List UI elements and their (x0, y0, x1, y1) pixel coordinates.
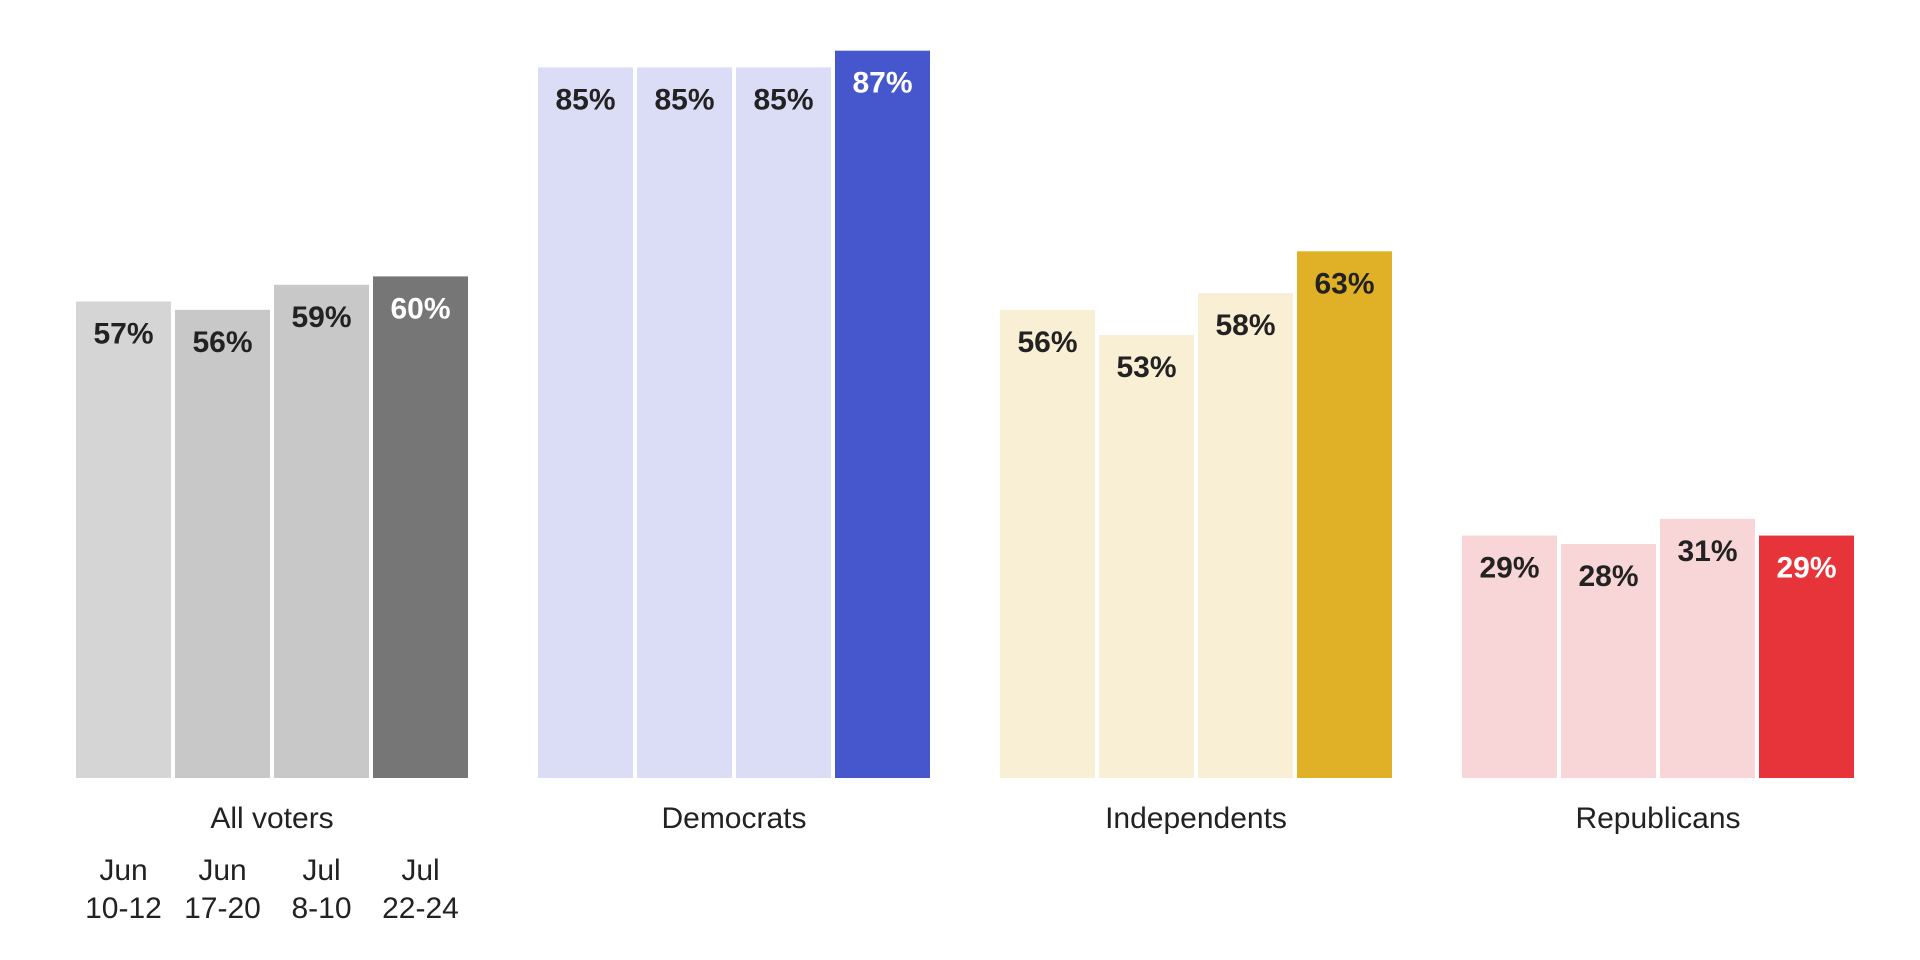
period-label-4-month: Jul (401, 854, 439, 887)
bar-value-republicans-2: 28% (1578, 560, 1638, 593)
bar-value-all-voters-3: 59% (291, 301, 351, 334)
group-labels-layer: All voters Democrats Independents Republica… (210, 802, 1740, 835)
bar-independents-1 (1000, 309, 1095, 778)
period-label-1-month: Jun (99, 854, 147, 887)
period-label-1-days: 10-12 (85, 892, 162, 925)
bar-all-voters-4 (373, 276, 468, 778)
bar-independents-3 (1198, 293, 1293, 778)
bar-value-independents-2: 53% (1116, 351, 1176, 384)
bar-value-all-voters-2: 56% (192, 326, 252, 359)
bar-value-independents-4: 63% (1314, 267, 1374, 300)
bar-independents-4 (1297, 251, 1392, 778)
bar-democrats-1 (538, 67, 633, 778)
bar-independents-2 (1099, 334, 1194, 778)
period-label-2-days: 17-20 (184, 892, 261, 925)
bar-value-democrats-2: 85% (654, 83, 714, 116)
group-label-independents: Independents (1105, 802, 1287, 835)
group-label-democrats: Democrats (661, 802, 806, 835)
period-label-4-days: 22-24 (382, 892, 459, 925)
bar-value-republicans-3: 31% (1677, 535, 1737, 568)
bar-republicans-3 (1660, 518, 1755, 778)
bar-value-republicans-4: 29% (1776, 552, 1836, 585)
group-label-republicans: Republicans (1575, 802, 1740, 835)
bar-value-democrats-3: 85% (753, 83, 813, 116)
bars-layer (76, 50, 1854, 779)
bar-value-democrats-4: 87% (852, 67, 912, 100)
bar-democrats-4 (835, 50, 930, 779)
bar-democrats-3 (736, 67, 831, 778)
bar-value-independents-1: 56% (1017, 326, 1077, 359)
bar-all-voters-1 (76, 301, 171, 778)
period-label-2-month: Jun (198, 854, 246, 887)
bar-value-independents-3: 58% (1215, 309, 1275, 342)
bar-republicans-4 (1759, 535, 1854, 778)
bar-democrats-2 (637, 67, 732, 778)
period-labels-layer: Jun 10-12 Jun 17-20 Jul 8-10 Jul 22-24 (85, 854, 459, 925)
bar-value-all-voters-1: 57% (93, 317, 153, 350)
period-label-3-days: 8-10 (291, 892, 351, 925)
bar-republicans-1 (1462, 535, 1557, 778)
period-label-3-month: Jul (302, 854, 340, 887)
bar-all-voters-3 (274, 284, 369, 778)
group-label-all-voters: All voters (210, 802, 333, 835)
bar-value-all-voters-4: 60% (390, 292, 450, 325)
bar-value-democrats-1: 85% (555, 83, 615, 116)
bar-value-republicans-1: 29% (1479, 552, 1539, 585)
bar-republicans-2 (1561, 543, 1656, 778)
bar-all-voters-2 (175, 309, 270, 778)
value-labels-layer: 57% 56% 59% 60% 85% 85% 85% 87% 56% 53% 58% 63% 29% 2… (93, 67, 1836, 593)
